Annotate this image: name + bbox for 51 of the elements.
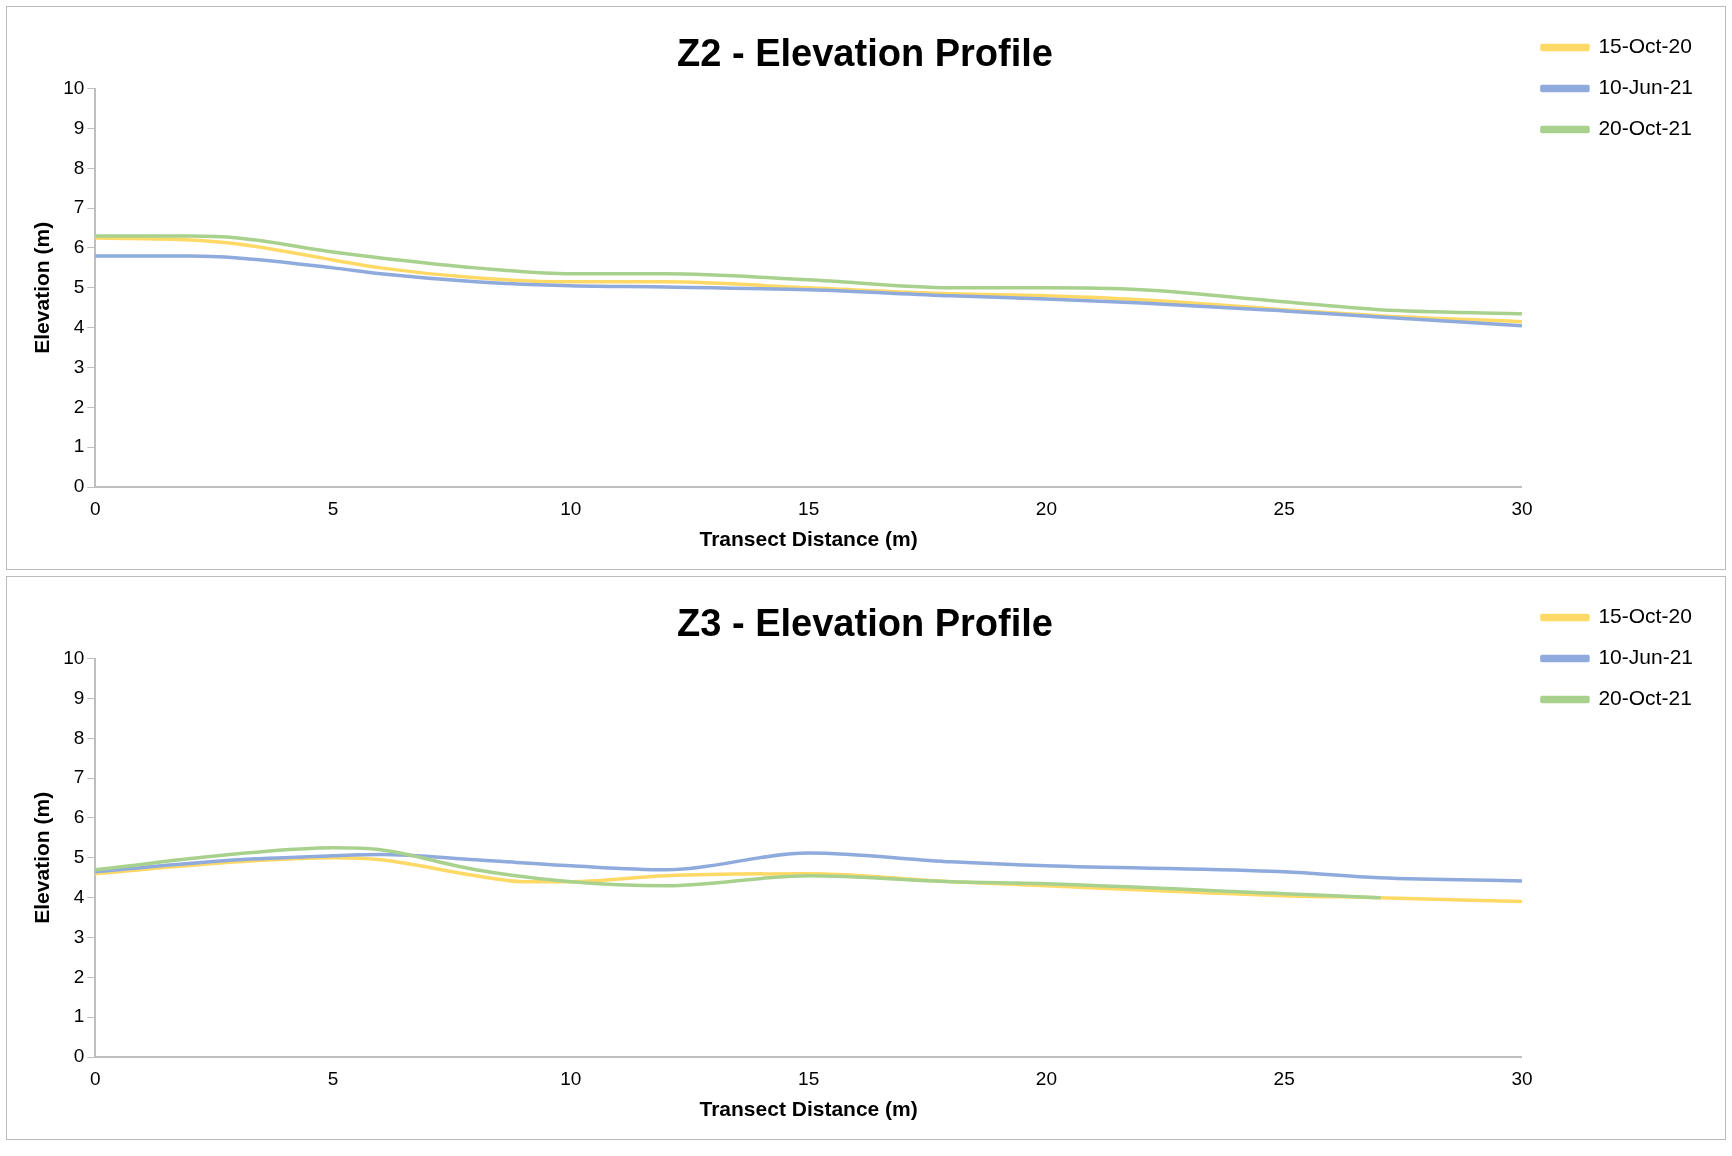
y-tick-label: 9 — [73, 686, 85, 708]
y-tick-label: 2 — [73, 395, 85, 417]
y-tick-label: 6 — [73, 806, 85, 828]
line-series — [95, 851, 1522, 883]
chart-title: Z2 - Elevation Profile — [677, 32, 1053, 75]
y-tick-label: 1 — [73, 435, 85, 457]
x-tick-label: 15 — [798, 497, 820, 519]
x-tick-label: 30 — [1511, 497, 1533, 519]
y-tick-label: 2 — [73, 965, 85, 987]
y-tick-label: 7 — [73, 196, 85, 218]
y-tick-label: 8 — [73, 156, 85, 178]
x-tick-label: 25 — [1273, 497, 1295, 519]
legend-label: 10-Jun-21 — [1598, 75, 1693, 99]
legend-label: 15-Oct-20 — [1598, 604, 1692, 628]
x-tick-label: 15 — [798, 1067, 820, 1089]
y-tick-label: 7 — [73, 766, 85, 788]
y-axis-title: Elevation (m) — [30, 791, 54, 924]
x-tick-label: 30 — [1511, 1067, 1533, 1089]
y-tick-label: 9 — [73, 116, 85, 138]
x-tick-label: 20 — [1035, 1067, 1057, 1089]
x-tick-label: 0 — [90, 1067, 101, 1089]
x-axis-title: Transect Distance (m) — [699, 527, 918, 551]
line-series — [95, 846, 1382, 900]
x-axis-title: Transect Distance (m) — [699, 1097, 918, 1121]
x-tick-label: 5 — [327, 497, 339, 519]
x-tick-label: 25 — [1273, 1067, 1295, 1089]
y-tick-label: 1 — [73, 1005, 85, 1027]
y-axis-title: Elevation (m) — [30, 221, 54, 354]
x-tick-label: 10 — [560, 1067, 582, 1089]
y-tick-label: 5 — [73, 276, 85, 298]
y-tick-label: 0 — [73, 475, 85, 497]
x-tick-label: 10 — [560, 497, 582, 519]
chart-title: Z3 - Elevation Profile — [677, 602, 1053, 645]
y-tick-label: 4 — [73, 885, 85, 907]
legend-label: 20-Oct-21 — [1598, 116, 1692, 140]
y-tick-label: 10 — [63, 646, 85, 668]
y-tick-label: 10 — [63, 76, 85, 98]
legend-label: 15-Oct-20 — [1598, 34, 1692, 58]
legend-label: 20-Oct-21 — [1598, 686, 1692, 710]
y-tick-label: 3 — [73, 355, 85, 377]
y-tick-label: 4 — [73, 315, 85, 337]
y-tick-label: 0 — [73, 1045, 85, 1067]
x-tick-label: 20 — [1035, 497, 1057, 519]
x-tick-label: 5 — [327, 1067, 339, 1089]
y-tick-label: 5 — [73, 846, 85, 868]
x-tick-label: 0 — [90, 497, 101, 519]
line-series — [95, 254, 1522, 328]
y-tick-label: 8 — [73, 726, 85, 748]
y-tick-label: 6 — [73, 236, 85, 258]
y-tick-label: 3 — [73, 925, 85, 947]
legend-label: 10-Jun-21 — [1598, 645, 1693, 669]
